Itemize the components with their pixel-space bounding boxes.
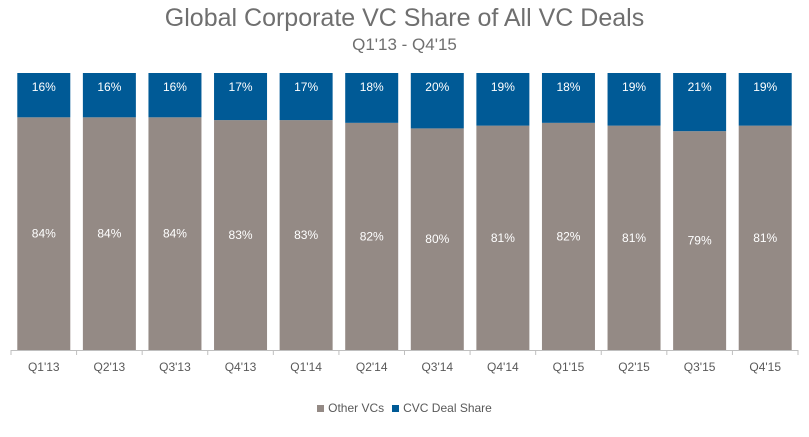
x-tick-label-9: Q1'15 bbox=[553, 360, 585, 374]
x-tick-label-5: Q1'14 bbox=[290, 360, 322, 374]
bar-other-vcs-1 bbox=[17, 117, 71, 350]
x-tick-label-11: Q3'15 bbox=[684, 360, 716, 374]
data-label-other-vcs-12: 81% bbox=[753, 231, 777, 245]
bar-other-vcs-5 bbox=[279, 120, 333, 350]
bar-cvc-deal-share-5 bbox=[279, 73, 333, 121]
chart-title: Global Corporate VC Share of All VC Deal… bbox=[164, 4, 645, 32]
data-label-cvc-deal-share-7: 20% bbox=[425, 80, 449, 94]
bar-other-vcs-3 bbox=[148, 117, 202, 350]
bar-other-vcs-8 bbox=[476, 125, 530, 350]
data-label-other-vcs-8: 81% bbox=[491, 231, 515, 245]
bar-other-vcs-12 bbox=[738, 125, 792, 350]
x-tick-label-6: Q2'14 bbox=[356, 360, 388, 374]
bar-other-vcs-2 bbox=[82, 117, 136, 350]
legend-swatch-other-vcs bbox=[317, 404, 325, 412]
bar-other-vcs-6 bbox=[345, 122, 399, 350]
data-label-other-vcs-9: 82% bbox=[556, 229, 580, 243]
bar-other-vcs-9 bbox=[541, 122, 595, 350]
data-label-other-vcs-11: 79% bbox=[688, 234, 712, 248]
data-label-other-vcs-1: 84% bbox=[32, 227, 56, 241]
bar-other-vcs-10 bbox=[607, 125, 661, 350]
x-axis: Q1'13 Q2'13 Q3'13 Q4'13 Q1'14 Q2'14 Q3'14 Q4'14… bbox=[10, 350, 799, 374]
data-label-cvc-deal-share-10: 19% bbox=[622, 80, 646, 94]
x-tick-label-10: Q2'15 bbox=[618, 360, 650, 374]
bar-cvc-deal-share-1 bbox=[17, 73, 71, 118]
chart-subtitle: Q1'13 - Q4'15 bbox=[352, 35, 457, 54]
x-tick-label-8: Q4'14 bbox=[487, 360, 519, 374]
legend-item-other-vcs: Other VCs bbox=[317, 401, 384, 415]
data-label-cvc-deal-share-4: 17% bbox=[229, 80, 253, 94]
data-label-other-vcs-7: 80% bbox=[425, 232, 449, 246]
bar-cvc-deal-share-11 bbox=[673, 73, 727, 132]
bar-other-vcs-11 bbox=[673, 131, 727, 350]
bar-cvc-deal-share-9 bbox=[541, 73, 595, 123]
x-tick-label-2: Q2'13 bbox=[94, 360, 126, 374]
data-label-cvc-deal-share-11: 21% bbox=[688, 80, 712, 94]
data-label-other-vcs-2: 84% bbox=[97, 227, 121, 241]
legend: Other VCs CVC Deal Share bbox=[0, 401, 809, 415]
bar-other-vcs-4 bbox=[214, 120, 268, 350]
x-tick-label-12: Q4'15 bbox=[749, 360, 781, 374]
x-tick-label-4: Q4'13 bbox=[225, 360, 257, 374]
data-label-other-vcs-3: 84% bbox=[163, 227, 187, 241]
data-label-cvc-deal-share-2: 16% bbox=[97, 80, 121, 94]
data-label-cvc-deal-share-6: 18% bbox=[360, 80, 384, 94]
data-label-cvc-deal-share-5: 17% bbox=[294, 80, 318, 94]
bar-other-vcs-7 bbox=[410, 128, 464, 350]
x-tick-label-7: Q3'14 bbox=[421, 360, 453, 374]
data-label-other-vcs-10: 81% bbox=[622, 231, 646, 245]
x-tick-label-3: Q3'13 bbox=[159, 360, 191, 374]
data-label-other-vcs-5: 83% bbox=[294, 228, 318, 242]
x-tick-label-1: Q1'13 bbox=[28, 360, 60, 374]
bar-cvc-deal-share-10 bbox=[607, 73, 661, 126]
data-label-cvc-deal-share-9: 18% bbox=[556, 80, 580, 94]
bar-cvc-deal-share-12 bbox=[738, 73, 792, 126]
data-label-other-vcs-6: 82% bbox=[360, 229, 384, 243]
bar-cvc-deal-share-6 bbox=[345, 73, 399, 123]
bar-cvc-deal-share-3 bbox=[148, 73, 202, 118]
legend-label-other-vcs: Other VCs bbox=[328, 401, 385, 415]
data-label-cvc-deal-share-8: 19% bbox=[491, 80, 515, 94]
bars-layer: 84% 16% 84% 16% 84% 16% 83% 17% 83% 17% 82% 18% 80% 2… bbox=[17, 73, 792, 350]
data-label-other-vcs-4: 83% bbox=[229, 228, 253, 242]
data-label-cvc-deal-share-1: 16% bbox=[32, 80, 56, 94]
bar-cvc-deal-share-8 bbox=[476, 73, 530, 126]
bar-cvc-deal-share-2 bbox=[82, 73, 136, 118]
legend-label-cvc-deal-share: CVC Deal Share bbox=[403, 401, 492, 415]
bar-cvc-deal-share-7 bbox=[410, 73, 464, 129]
legend-item-cvc-deal-share: CVC Deal Share bbox=[392, 401, 492, 415]
data-label-cvc-deal-share-3: 16% bbox=[163, 80, 187, 94]
bar-cvc-deal-share-4 bbox=[214, 73, 268, 121]
data-label-cvc-deal-share-12: 19% bbox=[753, 80, 777, 94]
legend-swatch-cvc-deal-share bbox=[392, 404, 400, 412]
